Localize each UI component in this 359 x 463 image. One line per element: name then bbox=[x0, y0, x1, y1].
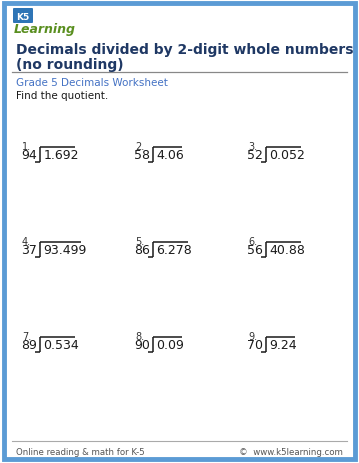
Text: 1.: 1. bbox=[22, 142, 31, 152]
Text: 0.09: 0.09 bbox=[156, 339, 184, 352]
Text: 58: 58 bbox=[134, 149, 150, 162]
Text: 0.534: 0.534 bbox=[43, 339, 79, 352]
Text: 40.88: 40.88 bbox=[269, 244, 305, 257]
Text: 5.: 5. bbox=[135, 237, 144, 246]
Text: 56: 56 bbox=[247, 244, 263, 257]
Text: 6.: 6. bbox=[248, 237, 257, 246]
Text: 70: 70 bbox=[247, 339, 263, 352]
Text: 4.: 4. bbox=[22, 237, 31, 246]
Text: 37: 37 bbox=[21, 244, 37, 257]
Text: 9.: 9. bbox=[248, 332, 257, 341]
Text: 4.06: 4.06 bbox=[156, 149, 184, 162]
Text: Grade 5 Decimals Worksheet: Grade 5 Decimals Worksheet bbox=[16, 78, 168, 88]
Text: 93.499: 93.499 bbox=[43, 244, 87, 257]
Text: ©  www.k5learning.com: © www.k5learning.com bbox=[239, 448, 343, 457]
Text: 8.: 8. bbox=[135, 332, 144, 341]
Text: 9.24: 9.24 bbox=[269, 339, 297, 352]
Text: Decimals divided by 2-digit whole numbers: Decimals divided by 2-digit whole number… bbox=[16, 43, 354, 57]
Text: Learning: Learning bbox=[14, 24, 76, 37]
Text: 6.278: 6.278 bbox=[156, 244, 192, 257]
Text: K5: K5 bbox=[17, 13, 30, 21]
Text: 94: 94 bbox=[22, 149, 37, 162]
Text: 1.692: 1.692 bbox=[43, 149, 79, 162]
Text: 52: 52 bbox=[247, 149, 263, 162]
Text: (no rounding): (no rounding) bbox=[16, 58, 123, 72]
Text: 0.052: 0.052 bbox=[269, 149, 305, 162]
Text: 89: 89 bbox=[21, 339, 37, 352]
Text: 86: 86 bbox=[134, 244, 150, 257]
Text: 2.: 2. bbox=[135, 142, 144, 152]
Text: 3.: 3. bbox=[248, 142, 257, 152]
Text: Online reading & math for K-5: Online reading & math for K-5 bbox=[16, 448, 145, 457]
Text: 7.: 7. bbox=[22, 332, 31, 341]
FancyBboxPatch shape bbox=[13, 9, 33, 24]
Text: 90: 90 bbox=[134, 339, 150, 352]
Text: Find the quotient.: Find the quotient. bbox=[16, 91, 108, 101]
FancyBboxPatch shape bbox=[4, 4, 355, 459]
